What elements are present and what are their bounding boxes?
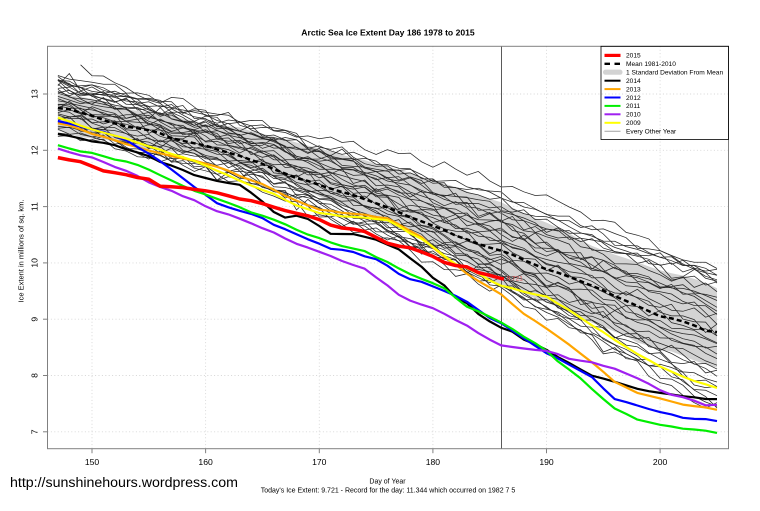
svg-text:170: 170 bbox=[312, 457, 327, 467]
svg-text:150: 150 bbox=[85, 457, 100, 467]
svg-text:200: 200 bbox=[653, 457, 668, 467]
svg-text:Arctic Sea Ice Extent Day 186: Arctic Sea Ice Extent Day 186 1978 to 20… bbox=[301, 28, 475, 38]
svg-text:2012: 2012 bbox=[626, 95, 641, 102]
svg-text:190: 190 bbox=[539, 457, 554, 467]
svg-text:2009: 2009 bbox=[626, 120, 641, 127]
svg-text:13: 13 bbox=[30, 89, 40, 99]
svg-text:2015: 2015 bbox=[626, 53, 641, 60]
svg-text:2014: 2014 bbox=[626, 78, 641, 85]
svg-text:9: 9 bbox=[30, 317, 40, 322]
svg-text:http://sunshinehours.wordpress: http://sunshinehours.wordpress.com bbox=[10, 475, 238, 491]
svg-text:7: 7 bbox=[30, 429, 40, 434]
svg-text:Today's Ice Extent: 9.721 -: Today's Ice Extent: 9.721 - Record for t… bbox=[261, 488, 516, 495]
svg-text:9.721: 9.721 bbox=[507, 276, 523, 283]
svg-text:11: 11 bbox=[30, 202, 40, 211]
svg-text:160: 160 bbox=[198, 457, 213, 467]
svg-text:Mean 1981-2010: Mean 1981-2010 bbox=[626, 61, 676, 68]
svg-text:2011: 2011 bbox=[626, 103, 641, 110]
svg-text:1 Standard Deviation From Mean: 1 Standard Deviation From Mean bbox=[626, 70, 723, 77]
svg-text:180: 180 bbox=[426, 457, 441, 467]
svg-text:2013: 2013 bbox=[626, 86, 641, 93]
svg-text:2010: 2010 bbox=[626, 112, 641, 119]
svg-text:12: 12 bbox=[30, 145, 40, 155]
svg-text:8: 8 bbox=[30, 373, 40, 378]
svg-text:10: 10 bbox=[30, 258, 40, 268]
svg-text:Day of Year: Day of Year bbox=[369, 479, 406, 486]
svg-text:Ice Extent in millions of sq.: Ice Extent in millions of sq. km. bbox=[17, 200, 26, 303]
svg-text:Every Other Year: Every Other Year bbox=[626, 129, 677, 136]
